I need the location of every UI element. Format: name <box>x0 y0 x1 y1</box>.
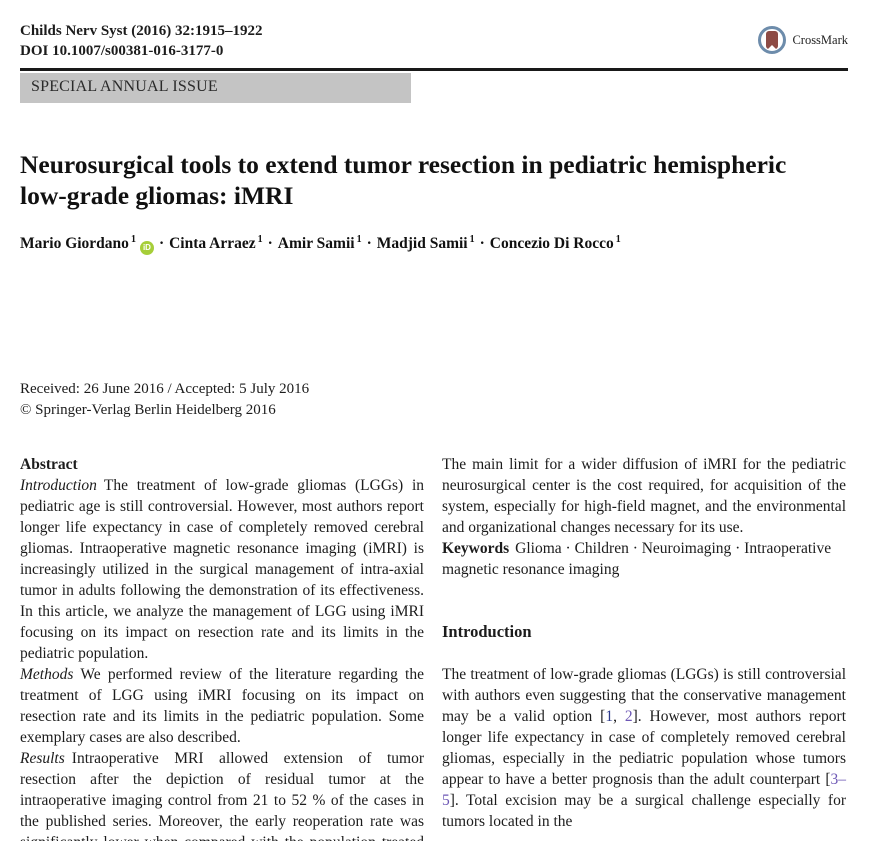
abstract-continuation-paragraph: The main limit for a wider diffusion of … <box>442 456 846 537</box>
author-affiliation-sup: 1 <box>469 234 475 245</box>
abstract-methods-paragraph: Methods We performed review of the litera… <box>20 666 424 747</box>
author-name: Cinta Arraez 1 <box>169 234 263 253</box>
author-affiliation-sup: 1 <box>257 234 263 245</box>
doi-line: DOI 10.1007/s00381-016-3177-0 <box>20 43 224 59</box>
abstract-heading: Abstract <box>20 456 78 474</box>
abstract-column: Abstract Introduction The treatment of lo… <box>20 454 424 841</box>
abstract-section-label: Methods <box>20 666 74 684</box>
header-rule <box>20 68 848 71</box>
crossmark-badge[interactable]: CrossMark <box>758 26 848 54</box>
author-name: Concezio Di Rocco 1 <box>489 234 621 253</box>
abstract-section-label: Results <box>20 750 65 768</box>
author-separator: · <box>366 235 372 253</box>
author-separator: · <box>267 235 273 253</box>
keywords-text: Glioma · Children · Neuroimaging · Intra… <box>442 540 832 579</box>
crossmark-label: CrossMark <box>792 32 848 47</box>
author-separator: · <box>158 235 165 253</box>
journal-info: Childs Nerv Syst (2016) 32:1915–1922 DOI… <box>20 21 263 61</box>
right-column: The main limit for a wider diffusion of … <box>442 454 846 841</box>
citation-ref-1[interactable]: 1 <box>605 708 614 726</box>
author-name: Mario Giordano 1 <box>20 234 136 253</box>
author-separator: · <box>479 235 485 253</box>
author-list: Mario Giordano 1iD · Cinta Arraez 1 · Amir Sam… <box>20 234 848 256</box>
orcid-icon[interactable]: iD <box>139 241 154 256</box>
page-title: Neurosurgical tools to extend tumor rese… <box>20 150 787 210</box>
abstract-results-paragraph: Results Intraoperative MRI allowed extens… <box>20 750 424 841</box>
author-affiliation-sup: 1 <box>356 234 362 245</box>
author-name: Madjid Samii 1 <box>376 234 475 253</box>
abstract-introduction-paragraph: Introduction The treatment of low-grade g… <box>20 477 424 663</box>
introduction-paragraph: The treatment of low-grade gliomas (LGGs… <box>442 666 847 831</box>
article-body: Abstract Introduction The treatment of lo… <box>20 454 846 841</box>
issue-banner: SPECIAL ANNUAL ISSUE <box>20 73 411 103</box>
author-affiliation-sup: 1 <box>615 234 621 245</box>
copyright-line: © Springer-Verlag Berlin Heidelberg 2016 <box>20 401 276 418</box>
journal-citation-line: Childs Nerv Syst (2016) 32:1915–1922 <box>20 23 263 39</box>
crossmark-icon <box>758 26 787 54</box>
article-dates: Received: 26 June 2016 / Accepted: 5 Jul… <box>20 379 848 420</box>
keywords-block: Keywords Glioma · Children · Neuroimaging… <box>442 538 846 580</box>
citation-ref-3-5[interactable]: 3–5 <box>442 771 846 810</box>
page-header: Childs Nerv Syst (2016) 32:1915–1922 DOI… <box>0 0 873 61</box>
author-affiliation-sup: 1 <box>130 234 136 245</box>
keywords-label: Keywords <box>442 540 510 558</box>
author-name: Amir Samii 1 <box>277 234 362 253</box>
abstract-section-label: Introduction <box>20 477 97 495</box>
citation-ref-2[interactable]: 2 <box>624 708 633 726</box>
introduction-heading: Introduction <box>442 622 532 642</box>
received-accepted-line: Received: 26 June 2016 / Accepted: 5 Jul… <box>20 381 310 398</box>
